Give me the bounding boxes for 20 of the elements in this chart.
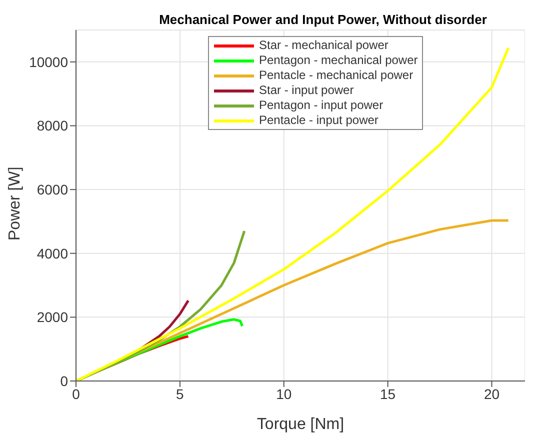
x-tick-label: 20	[484, 386, 500, 402]
x-tick-label: 10	[276, 386, 292, 402]
y-tick-label: 0	[60, 372, 68, 389]
y-tick-label: 8000	[36, 118, 68, 134]
x-axis-title: Torque [Nm]	[256, 416, 344, 433]
legend-label: Pentagon - input power	[259, 98, 384, 113]
legend-label: Pentacle - input power	[259, 113, 378, 128]
x-tick-label: 5	[176, 386, 184, 402]
y-tick-label: 2000	[36, 309, 68, 326]
y-tick-label: 10000	[29, 54, 68, 70]
legend-label: Star - input power	[259, 83, 354, 98]
chart-title: Mechanical Power and Input Power, Without disorder	[158, 12, 488, 27]
legend-label: Star - mechanical power	[259, 38, 388, 53]
y-tick-label: 6000	[36, 182, 68, 198]
x-tick-label: 0	[72, 386, 80, 402]
x-tick-label: 15	[380, 386, 396, 402]
y-axis-title: Power [W]	[6, 166, 24, 240]
y-tick-label: 4000	[36, 245, 68, 262]
legend-label: Pentacle - mechanical power	[259, 68, 414, 83]
legend-label: Pentagon - mechanical power	[259, 53, 418, 68]
